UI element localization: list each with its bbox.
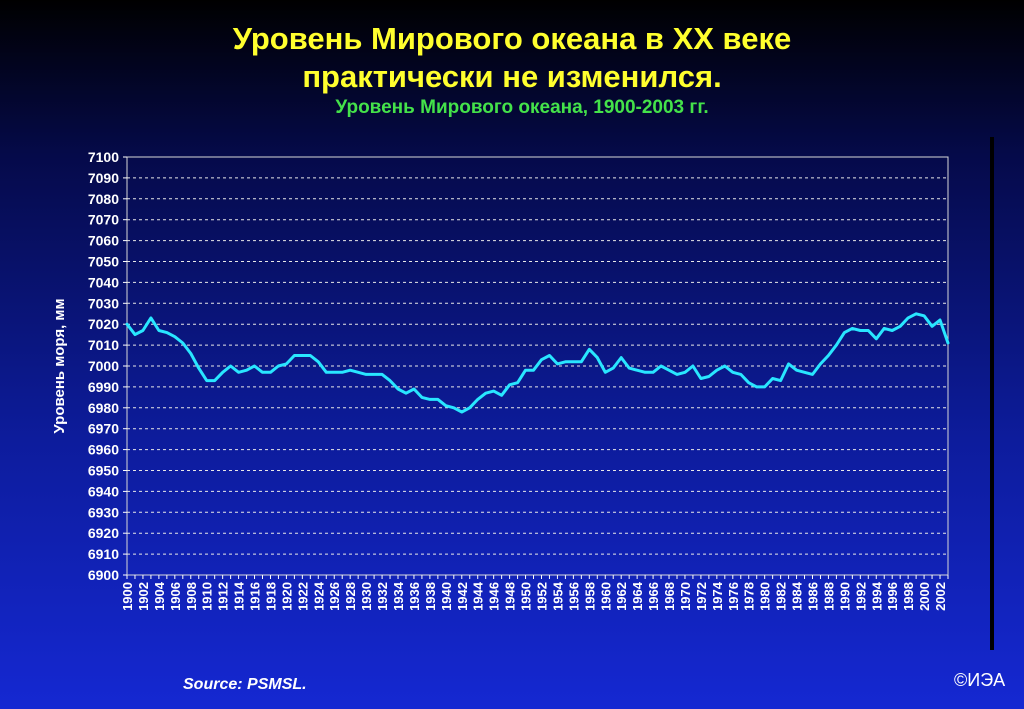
x-tick-label: 2002 (933, 582, 948, 611)
y-tick-label: 7020 (88, 316, 119, 332)
y-tick-label: 6970 (88, 421, 119, 437)
x-tick-label: 1928 (343, 582, 358, 611)
x-tick-labels: 1900 1902 1904 1906 1908 1910 1912 1914 1916 1918… (120, 581, 948, 611)
y-tick-label: 6920 (88, 525, 119, 541)
x-tick-label: 1942 (455, 582, 470, 611)
x-tick-label: 1914 (232, 581, 247, 611)
x-tick-label: 1958 (582, 582, 597, 611)
y-tick-label: 6990 (88, 379, 119, 395)
x-tick-label: 1926 (327, 582, 342, 611)
x-tick-label: 1930 (359, 582, 374, 611)
x-tick-label: 1990 (837, 582, 852, 611)
chart-title-line2: практически не изменился. (302, 59, 722, 94)
y-tick-label: 6980 (88, 400, 119, 416)
x-tick-label: 1994 (869, 581, 884, 611)
x-tick-label: 1936 (407, 582, 422, 611)
x-tick-label: 1962 (614, 582, 629, 611)
x-tick-label: 1908 (184, 582, 199, 611)
x-tick-label: 1998 (901, 582, 916, 611)
x-tick-label: 1956 (566, 582, 581, 611)
x-tick-label: 1900 (120, 582, 135, 611)
y-tick-label: 7080 (88, 191, 119, 207)
x-tick-label: 1980 (758, 582, 773, 611)
x-tick-label: 1932 (375, 582, 390, 611)
y-tick-labels: 6900 6910 6920 6930 6940 6950 6960 6970 6980 6990… (88, 149, 119, 583)
x-tick-label: 1984 (790, 581, 805, 611)
y-axis-label: Уровень моря, мм (51, 298, 68, 433)
y-tick-label: 7000 (88, 358, 119, 374)
x-tick-label: 1920 (279, 582, 294, 611)
x-tick-label: 1952 (534, 582, 549, 611)
x-tick-label: 1902 (136, 582, 151, 611)
y-tick-label: 7050 (88, 254, 119, 270)
x-tick-label: 1938 (423, 582, 438, 611)
x-tick-label: 1934 (391, 581, 406, 611)
series-group (125, 312, 950, 414)
x-tick-label: 1982 (774, 582, 789, 611)
x-tick-label: 1904 (152, 581, 167, 611)
y-tick-label: 7030 (88, 295, 119, 311)
y-tick-label: 7040 (88, 274, 119, 290)
x-tick-label: 1992 (853, 582, 868, 611)
x-tick-label: 1924 (311, 581, 326, 611)
y-tick-label: 6900 (88, 567, 119, 583)
x-tick-label: 1910 (200, 582, 215, 611)
x-tick-label: 1912 (216, 582, 231, 611)
x-tick-label: 1966 (646, 582, 661, 611)
source-note: Source: PSMSL. (183, 676, 307, 693)
chart-title-line1: Уровень Мирового океана в XX веке (232, 21, 792, 56)
divider-line (990, 137, 994, 650)
grid-lines (123, 156, 949, 579)
x-tick-label: 1954 (550, 581, 565, 611)
x-tick-label: 1916 (248, 582, 263, 611)
x-tick-label: 1922 (295, 582, 310, 611)
x-tick-label: 1964 (630, 581, 645, 611)
y-tick-label: 6960 (88, 442, 119, 458)
x-tick-label: 1946 (487, 582, 502, 611)
x-tick-label: 1944 (471, 581, 486, 611)
x-tick-label: 1950 (519, 582, 534, 611)
y-tick-label: 7010 (88, 337, 119, 353)
x-tick-label: 1978 (742, 582, 757, 611)
y-tick-label: 6910 (88, 546, 119, 562)
x-tick-label: 1906 (168, 582, 183, 611)
chart-subtitle: Уровень Мирового океана, 1900-2003 гг. (335, 97, 709, 118)
x-tick-label: 1940 (439, 582, 454, 611)
x-tick-label: 1970 (678, 582, 693, 611)
x-tick-label: 1960 (598, 582, 613, 611)
x-tick-label: 1972 (694, 582, 709, 611)
y-tick-label: 7060 (88, 233, 119, 249)
y-tick-label: 7090 (88, 170, 119, 186)
y-tick-label: 6940 (88, 483, 119, 499)
x-tick-label: 1968 (662, 582, 677, 611)
x-tick-label: 1974 (710, 581, 725, 611)
y-tick-label: 7100 (88, 149, 119, 165)
y-tick-label: 6930 (88, 504, 119, 520)
y-tick-label: 7070 (88, 212, 119, 228)
y-tick-label: 6950 (88, 463, 119, 479)
x-tick-label: 1986 (805, 582, 820, 611)
x-tick-label: 1988 (821, 582, 836, 611)
x-tick-label: 2000 (917, 582, 932, 611)
x-tick-label: 1976 (726, 582, 741, 611)
series-line-0 (125, 312, 950, 414)
copyright-note: ©ИЭА (954, 670, 1006, 690)
x-tick-label: 1918 (263, 582, 278, 611)
x-tick-label: 1948 (503, 582, 518, 611)
x-tick-label: 1996 (885, 582, 900, 611)
